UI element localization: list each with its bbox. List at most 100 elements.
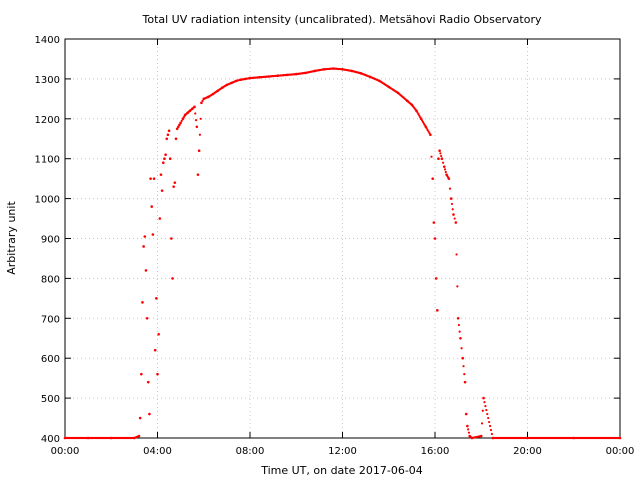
data-point	[196, 173, 200, 176]
data-point	[146, 380, 150, 384]
data-point-trace	[321, 68, 325, 71]
data-point-trace	[192, 106, 195, 109]
data-point-trace	[456, 285, 459, 288]
data-point	[438, 149, 441, 153]
data-point	[456, 317, 460, 320]
data-point	[168, 157, 172, 160]
data-point	[197, 149, 201, 153]
data-point-trace	[420, 119, 424, 122]
data-point	[172, 185, 175, 188]
x-tick-label: 00:00	[51, 446, 80, 457]
data-point	[179, 121, 182, 125]
data-point-trace	[86, 436, 89, 440]
data-point-trace	[358, 71, 362, 75]
data-point-trace	[486, 412, 489, 416]
data-point-trace	[395, 91, 399, 94]
data-point-trace	[484, 404, 487, 408]
data-point-trace	[453, 217, 456, 220]
data-point-trace	[312, 70, 315, 73]
data-point-trace	[189, 108, 193, 111]
data-point-trace	[489, 428, 493, 432]
data-point	[461, 356, 465, 360]
data-point-trace	[421, 120, 425, 124]
x-tick-label: 04:00	[143, 446, 172, 457]
data-point	[200, 101, 203, 105]
data-point-trace	[441, 161, 445, 164]
plot-frame	[64, 38, 621, 439]
data-point-trace	[238, 78, 241, 82]
data-point-trace	[215, 90, 218, 93]
data-point-trace	[448, 187, 452, 190]
y-tick-label: 1200	[35, 115, 60, 126]
data-point-trace	[480, 422, 484, 425]
data-point-trace	[430, 155, 433, 158]
y-tick-label: 700	[41, 314, 60, 325]
data-points	[63, 67, 622, 440]
data-point	[140, 372, 143, 376]
data-point-trace	[443, 168, 447, 171]
data-point	[164, 153, 167, 157]
data-point-trace	[188, 110, 191, 113]
x-tick-label: 20:00	[513, 446, 542, 457]
data-point	[440, 157, 444, 160]
data-point	[459, 336, 462, 340]
x-tick-label: 12:00	[328, 446, 357, 457]
data-point	[165, 137, 169, 141]
data-point-trace	[444, 170, 447, 174]
data-point-trace	[460, 347, 463, 350]
data-point	[454, 221, 458, 224]
data-point	[436, 309, 439, 312]
data-point-trace	[294, 73, 297, 76]
data-point	[464, 412, 468, 416]
data-point	[159, 173, 163, 176]
data-point-trace	[485, 408, 488, 412]
data-point-trace	[450, 202, 454, 206]
data-point-trace	[229, 82, 232, 85]
y-tick-label: 1100	[35, 155, 60, 166]
data-point-trace	[417, 112, 420, 116]
data-point-trace	[185, 112, 188, 115]
data-point-trace	[428, 132, 431, 135]
x-tick-label: 00:00	[606, 446, 635, 457]
data-point-trace	[180, 119, 183, 122]
data-point-trace	[220, 87, 223, 90]
data-point	[167, 129, 171, 133]
data-point-trace	[206, 96, 209, 99]
data-point	[195, 125, 199, 129]
data-point-trace	[199, 117, 202, 120]
data-point-trace	[247, 77, 251, 80]
data-point-trace	[109, 436, 112, 440]
data-point-trace	[275, 74, 278, 77]
data-point-trace	[194, 119, 198, 122]
grid-lines	[65, 39, 620, 438]
data-point-trace	[198, 133, 201, 136]
data-point-trace	[423, 124, 426, 127]
data-point-trace	[488, 420, 491, 424]
data-point-trace	[368, 75, 371, 78]
data-point-trace	[284, 73, 288, 77]
data-point	[163, 157, 166, 160]
data-point-trace	[481, 409, 484, 412]
y-tick-label: 900	[41, 235, 60, 246]
data-point	[437, 157, 440, 160]
y-axis-label: Arbitrary unit	[5, 201, 18, 275]
data-point	[431, 177, 434, 180]
data-point-trace	[194, 112, 197, 115]
data-point-trace	[136, 435, 140, 438]
data-point-trace	[243, 77, 246, 81]
data-point-trace	[224, 84, 228, 87]
data-point	[151, 233, 155, 236]
data-point-trace	[416, 111, 419, 114]
data-point	[434, 277, 438, 280]
x-tick-label: 08:00	[236, 446, 265, 457]
data-point	[173, 181, 177, 184]
data-point-trace	[467, 431, 471, 434]
data-point-trace	[479, 435, 482, 438]
data-point	[143, 235, 147, 238]
data-point-trace	[470, 436, 473, 439]
data-point	[160, 189, 164, 192]
data-point	[178, 123, 181, 127]
data-point	[149, 177, 152, 180]
data-point-trace	[266, 75, 269, 78]
